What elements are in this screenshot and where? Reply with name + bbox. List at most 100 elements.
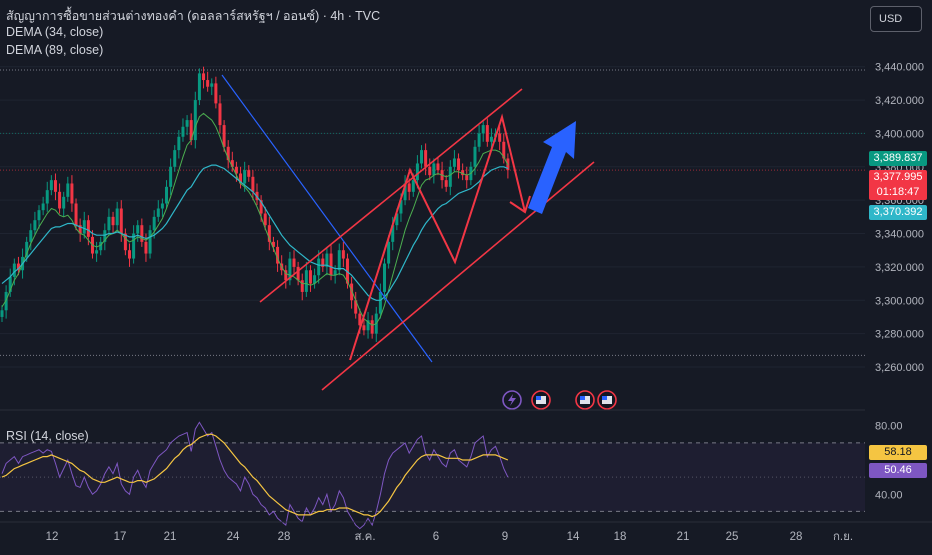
candle-body[interactable]: [284, 270, 288, 281]
candle-body[interactable]: [329, 253, 333, 276]
candle-body[interactable]: [448, 166, 452, 187]
candle-body[interactable]: [82, 220, 86, 234]
candle-body[interactable]: [276, 246, 280, 264]
candle-body[interactable]: [415, 163, 419, 181]
candle-body[interactable]: [99, 241, 103, 251]
candle-body[interactable]: [239, 173, 243, 184]
candle-body[interactable]: [308, 270, 312, 284]
candle-body[interactable]: [144, 241, 148, 254]
candle-body[interactable]: [243, 170, 247, 184]
candle-body[interactable]: [181, 126, 185, 137]
candle-body[interactable]: [210, 83, 214, 87]
candle-body[interactable]: [304, 270, 308, 292]
candle-body[interactable]: [358, 313, 362, 326]
candle-body[interactable]: [321, 258, 325, 267]
rsi-legend[interactable]: RSI (14, close): [6, 429, 89, 443]
candle-body[interactable]: [263, 213, 267, 226]
candle-body[interactable]: [25, 241, 29, 257]
candle-body[interactable]: [8, 276, 12, 292]
candle-body[interactable]: [259, 200, 263, 214]
candle-body[interactable]: [325, 253, 329, 267]
currency-button[interactable]: USD: [870, 6, 922, 32]
candle-body[interactable]: [29, 230, 33, 242]
candle-body[interactable]: [337, 250, 341, 271]
candle-body[interactable]: [140, 225, 144, 242]
candle-body[interactable]: [197, 73, 201, 101]
rsi-line[interactable]: [1, 421, 509, 530]
candle-body[interactable]: [461, 170, 465, 176]
candle-body[interactable]: [465, 175, 469, 181]
channel-upper-line[interactable]: [259, 88, 523, 303]
candle-body[interactable]: [403, 183, 407, 201]
candle-body[interactable]: [41, 203, 45, 211]
candle-body[interactable]: [378, 291, 382, 314]
candle-body[interactable]: [288, 258, 292, 281]
candle-body[interactable]: [37, 210, 41, 221]
candle-body[interactable]: [354, 300, 358, 314]
candle-body[interactable]: [424, 150, 428, 167]
candle-body[interactable]: [395, 213, 399, 226]
candle-body[interactable]: [185, 120, 189, 127]
candle-body[interactable]: [473, 146, 477, 167]
candle-body[interactable]: [477, 133, 481, 147]
candle-body[interactable]: [45, 190, 49, 204]
candle-body[interactable]: [485, 125, 489, 142]
candle-body[interactable]: [350, 283, 354, 301]
rsi-ma-line[interactable]: [1, 433, 509, 518]
candle-body[interactable]: [173, 150, 177, 167]
candle-body[interactable]: [58, 191, 62, 209]
candle-body[interactable]: [95, 250, 99, 254]
candle-body[interactable]: [136, 225, 140, 234]
candle-body[interactable]: [111, 216, 115, 226]
candle-body[interactable]: [230, 160, 234, 167]
candle-body[interactable]: [399, 200, 403, 214]
candle-body[interactable]: [193, 100, 197, 141]
candle-body[interactable]: [222, 125, 226, 147]
candle-body[interactable]: [502, 141, 506, 159]
candle-body[interactable]: [0, 310, 4, 317]
downtrend-line[interactable]: [221, 74, 433, 363]
candle-body[interactable]: [391, 225, 395, 242]
candle-body[interactable]: [78, 225, 82, 234]
candle-body[interactable]: [70, 183, 74, 204]
candle-body[interactable]: [218, 103, 222, 126]
candle-body[interactable]: [33, 220, 37, 231]
candle-body[interactable]: [251, 176, 255, 192]
candle-body[interactable]: [152, 216, 156, 231]
candle-body[interactable]: [452, 158, 456, 167]
candle-body[interactable]: [271, 241, 275, 247]
candle-body[interactable]: [202, 73, 206, 81]
candle-body[interactable]: [387, 241, 391, 264]
candle-body[interactable]: [407, 183, 411, 192]
candle-body[interactable]: [74, 203, 78, 226]
candle-body[interactable]: [12, 263, 16, 277]
candle-body[interactable]: [345, 258, 349, 284]
candle-body[interactable]: [165, 186, 169, 204]
dema-34-legend[interactable]: DEMA (34, close): [6, 25, 104, 39]
dema-89-line[interactable]: [1, 164, 509, 301]
candle-body[interactable]: [296, 266, 300, 281]
candle-body[interactable]: [156, 208, 160, 217]
candle-body[interactable]: [432, 163, 436, 176]
candle-body[interactable]: [206, 80, 210, 87]
candle-body[interactable]: [292, 258, 296, 267]
candle-body[interactable]: [366, 320, 370, 331]
candle-body[interactable]: [436, 163, 440, 171]
candle-body[interactable]: [214, 83, 218, 104]
candle-body[interactable]: [267, 225, 271, 242]
channel-lower-line[interactable]: [321, 161, 595, 391]
dema-34-line[interactable]: [1, 112, 509, 326]
candle-body[interactable]: [333, 270, 337, 276]
blue-arrow[interactable]: [528, 121, 576, 214]
candle-body[interactable]: [234, 166, 238, 174]
candle-body[interactable]: [428, 166, 432, 176]
candle-body[interactable]: [489, 136, 493, 142]
candle-body[interactable]: [119, 208, 123, 234]
candle-body[interactable]: [444, 180, 448, 187]
candle-body[interactable]: [247, 170, 251, 177]
candle-body[interactable]: [148, 230, 152, 254]
candle-body[interactable]: [362, 325, 366, 331]
candle-body[interactable]: [481, 125, 485, 134]
candle-body[interactable]: [226, 146, 230, 161]
